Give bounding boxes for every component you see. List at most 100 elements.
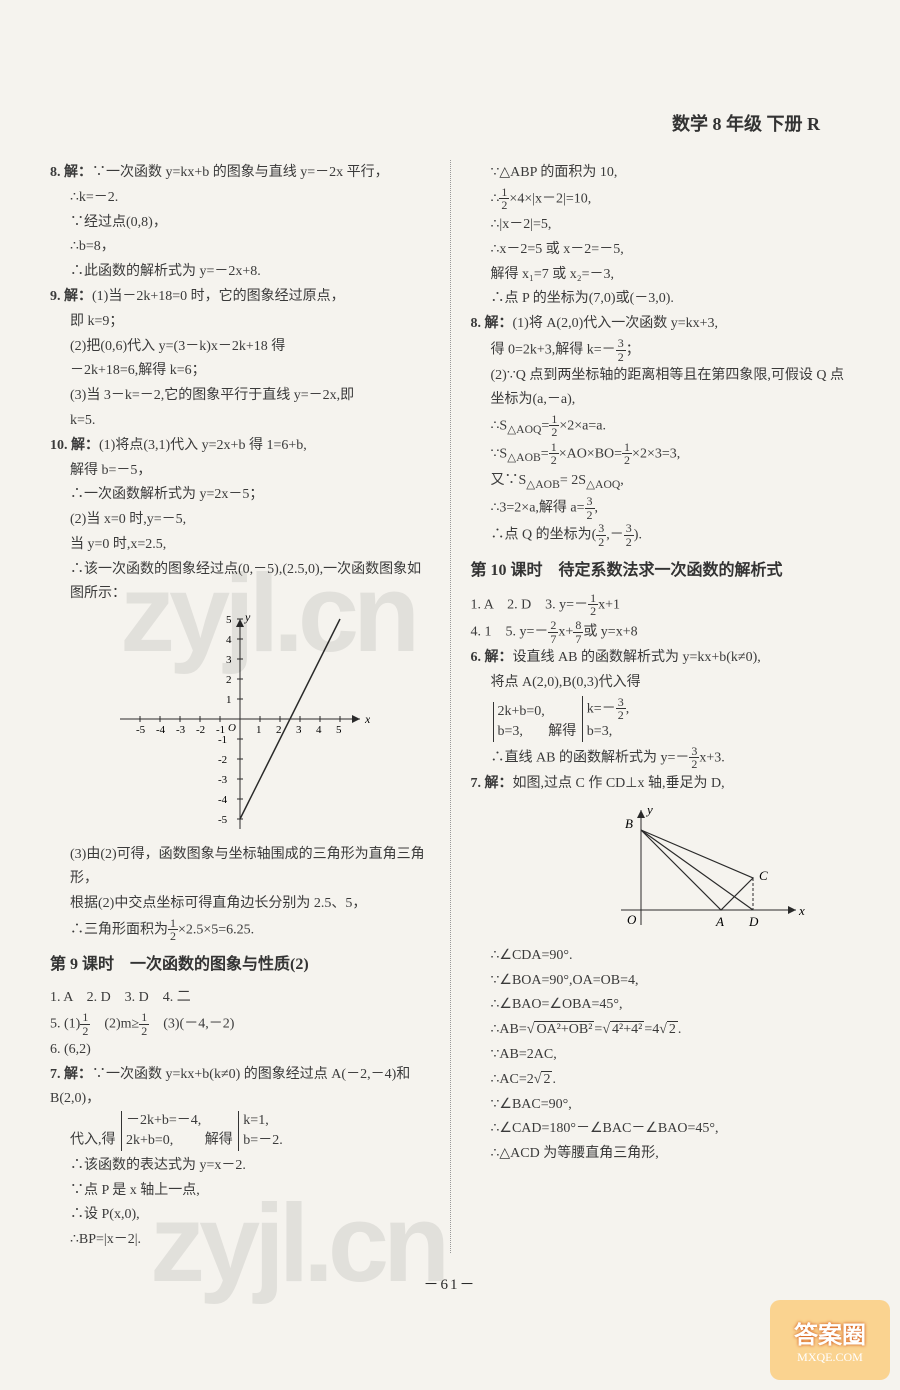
svg-text:-1: -1 bbox=[218, 734, 227, 746]
g2-C: C bbox=[759, 868, 768, 883]
s9-p7-l5: ∴设 P(x,0), bbox=[50, 1203, 430, 1227]
g2-x: x bbox=[798, 903, 805, 918]
s10-p7-sqrt3: 2 bbox=[667, 1021, 678, 1037]
column-divider bbox=[450, 160, 451, 1253]
s9-p7-l2b: 解得 bbox=[205, 1133, 233, 1148]
graph1-origin: O bbox=[228, 722, 236, 734]
s9-row5b: (2)m≥ bbox=[90, 1016, 139, 1031]
rp8-l8a: ∴点 Q 的坐标为( bbox=[491, 528, 597, 543]
triangle-graph-2: O A B C D x y bbox=[611, 800, 811, 940]
g2-A: A bbox=[715, 914, 724, 929]
s9-row5c: (3)(－4,－2) bbox=[149, 1016, 234, 1031]
svg-text:1: 1 bbox=[226, 694, 232, 706]
rp8-l1: (1)将 A(2,0)代入一次函数 y=kx+3, bbox=[513, 316, 719, 331]
s10-p6-c2b: , bbox=[626, 701, 630, 716]
g2-O: O bbox=[627, 912, 637, 927]
s9-row1: 1. A 2. D 3. D 4. 二 bbox=[50, 986, 430, 1010]
s10-p7-l8: ∵∠BAC=90°, bbox=[471, 1093, 851, 1117]
rp8-l6sub1: △AOB bbox=[526, 477, 560, 490]
s10-p7-sqrt2: 4²+4² bbox=[610, 1021, 644, 1037]
s9-p7-c1a: －2k+b=－4, bbox=[126, 1111, 201, 1131]
frac-half-n: 1 bbox=[168, 917, 178, 931]
rp8-l4b: = bbox=[541, 418, 549, 433]
s10-p7-sqrt1: OA²+OB² bbox=[534, 1021, 594, 1037]
svg-text:-2: -2 bbox=[218, 754, 227, 766]
s9-p7-label: 7. 解： bbox=[50, 1067, 92, 1082]
s10-p7-l5a: ∴AB= bbox=[491, 1022, 527, 1037]
rp8-l4c: ×2×a=a. bbox=[559, 418, 606, 433]
s10-p7-l5b: = bbox=[594, 1022, 602, 1037]
svg-text:4: 4 bbox=[226, 634, 232, 646]
p10-l3: ∴一次函数解析式为 y=2x－5； bbox=[50, 483, 430, 507]
s10-p7-l2: ∴∠CDA=90°. bbox=[471, 944, 851, 968]
svg-text:4: 4 bbox=[316, 724, 322, 736]
p10-l9b: ×2.5×5=6.25. bbox=[178, 922, 254, 937]
rp8-l3: (2)∵Q 点到两坐标轴的距离相等且在第四象限,可假设 Q 点坐标为(a,－a)… bbox=[471, 364, 851, 412]
section-10-title: 第 10 课时 待定系数法求一次函数的解析式 bbox=[471, 557, 851, 584]
graph1-xlabel: x bbox=[364, 712, 370, 726]
s10-row4b: x+ bbox=[558, 624, 573, 639]
p8-label: 8. 解： bbox=[50, 165, 92, 180]
svg-text:-4: -4 bbox=[156, 724, 166, 736]
rp8-l6c: , bbox=[620, 473, 624, 488]
rp8-l2a: 得 0=2k+3,解得 k=－ bbox=[491, 342, 616, 357]
rc-l6: ∴点 P 的坐标为(7,0)或(－3,0). bbox=[471, 287, 851, 311]
s10-p7-l7a: ∴AC=2 bbox=[491, 1072, 534, 1087]
s10-p6-c2a: k=－ bbox=[587, 701, 616, 716]
frac-half-d: 2 bbox=[168, 930, 178, 943]
s10-p7-l5d: . bbox=[678, 1022, 682, 1037]
s10-p7-l4: ∴∠BAO=∠OBA=45°, bbox=[471, 993, 851, 1017]
s10-p7-l3: ∵∠BOA=90°,OA=OB=4, bbox=[471, 969, 851, 993]
s9-p7-c2a: k=1, bbox=[243, 1111, 282, 1131]
s10-row1a: 1. A 2. D 3. y=－ bbox=[471, 597, 589, 612]
p10-l4: (2)当 x=0 时,y=－5, bbox=[50, 508, 430, 532]
svg-text:-5: -5 bbox=[218, 814, 228, 826]
rp8-l5sub: △AOB bbox=[507, 451, 541, 464]
s10-p7-l9: ∴∠CAD=180°－∠BAC－∠BAO=45°, bbox=[471, 1117, 851, 1141]
rp8-l8b: ,－ bbox=[606, 528, 624, 543]
svg-text:5: 5 bbox=[226, 614, 232, 626]
rp8-l6a: 又∵S bbox=[491, 473, 527, 488]
p10-label: 10. 解： bbox=[50, 438, 99, 453]
s10-p7-l1: 如图,过点 C 作 CD⊥x 轴,垂足为 D, bbox=[513, 776, 725, 791]
p10-l8: 根据(2)中交点坐标可得直角边长分别为 2.5、5， bbox=[50, 892, 430, 916]
p10-l9a: ∴三角形面积为 bbox=[70, 922, 168, 937]
svg-text:2: 2 bbox=[276, 724, 282, 736]
s10-p6-l1: 设直线 AB 的函数解析式为 y=kx+b(k≠0), bbox=[513, 650, 761, 665]
s9-p7-l2a: 代入,得 bbox=[70, 1133, 116, 1148]
page-header: 数学 8 年级 下册 R bbox=[672, 110, 820, 136]
s10-p7-l10: ∴△ACD 为等腰直角三角形, bbox=[471, 1142, 851, 1166]
s9-p7-l3: ∴该函数的表达式为 y=x－2. bbox=[50, 1154, 430, 1178]
s10-p7-l6: ∵AB=2AC, bbox=[471, 1043, 851, 1067]
s9-p7-c2b: b=－2. bbox=[243, 1131, 282, 1151]
svg-text:2: 2 bbox=[226, 674, 232, 686]
p9-l3: (2)把(0,6)代入 y=(3－k)x－2k+18 得 bbox=[50, 335, 430, 359]
s10-p7-sqrt4: 2 bbox=[541, 1071, 552, 1087]
s10-p7-l7b: . bbox=[552, 1072, 556, 1087]
p10-l1: (1)将点(3,1)代入 y=2x+b 得 1=6+b, bbox=[99, 438, 307, 453]
g2-y: y bbox=[645, 802, 653, 817]
p8-l1: ∵一次函数 y=kx+b 的图象与直线 y=－2x 平行， bbox=[92, 165, 389, 180]
rc-l2b: ×4×|x－2|=10, bbox=[509, 191, 591, 206]
rc-l1: ∵△ABP 的面积为 10, bbox=[471, 161, 851, 185]
rc-l3: ∴|x－2|=5, bbox=[471, 213, 851, 237]
svg-text:5: 5 bbox=[336, 724, 342, 736]
svg-text:-2: -2 bbox=[196, 724, 205, 736]
rp8-l8c: ). bbox=[634, 528, 642, 543]
s10-row4a: 4. 1 5. y=－ bbox=[471, 624, 549, 639]
rp8-l4a: ∴S bbox=[491, 418, 508, 433]
badge-top: 答案圈 bbox=[794, 1315, 866, 1350]
s10-p6-label: 6. 解： bbox=[471, 650, 513, 665]
s9-p7-l1: ∵一次函数 y=kx+b(k≠0) 的图象经过点 A(－2,－4)和 B(2,0… bbox=[50, 1067, 410, 1106]
s10-p6-l3a: 解得 bbox=[548, 724, 576, 739]
p9-l6: k=5. bbox=[50, 409, 430, 433]
rp8-l7a: ∴3=2×a,解得 a= bbox=[491, 501, 585, 516]
p9-l2: 即 k=9； bbox=[50, 310, 430, 334]
s10-p7-l5c: =4 bbox=[644, 1022, 659, 1037]
rp8-l6b: = 2S bbox=[560, 473, 586, 488]
left-column: 8. 解：∵一次函数 y=kx+b 的图象与直线 y=－2x 平行， ∴k=－2… bbox=[50, 160, 430, 1253]
badge-bottom: MXQE.COM bbox=[797, 1350, 863, 1365]
s10-p6-c2c: b=3, bbox=[587, 722, 629, 742]
svg-text:3: 3 bbox=[226, 654, 232, 666]
svg-text:3: 3 bbox=[296, 724, 302, 736]
